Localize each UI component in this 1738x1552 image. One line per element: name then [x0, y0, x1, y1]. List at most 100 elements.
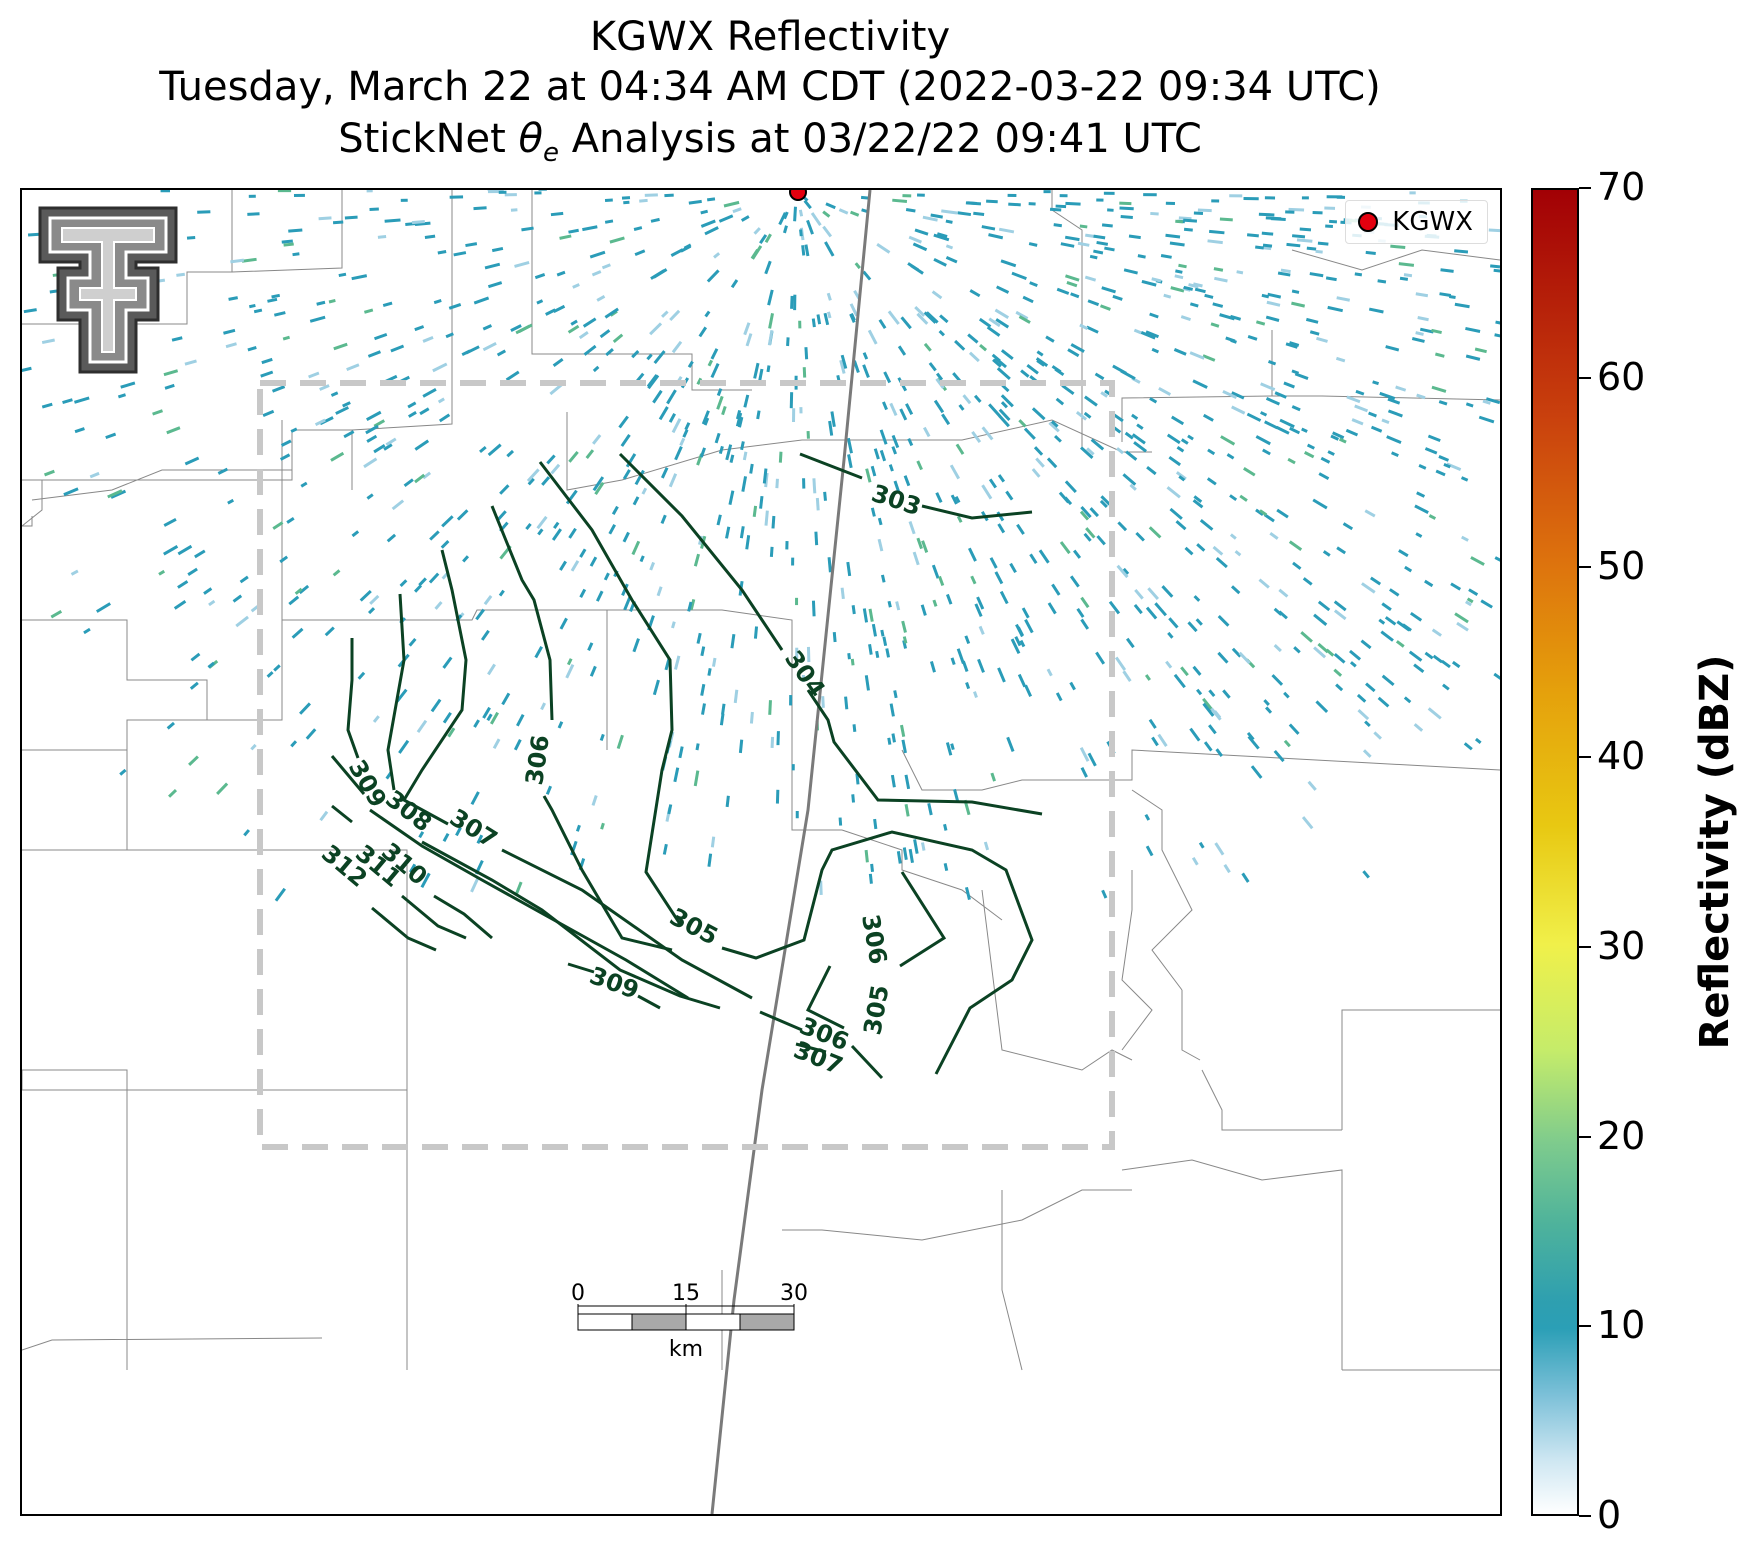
echo-pixel	[1053, 223, 1063, 228]
echo-pixel	[455, 826, 462, 837]
echo-pixel	[470, 876, 480, 893]
echo-pixel	[932, 599, 938, 607]
echo-pixel	[790, 295, 794, 309]
echo-pixel	[1349, 649, 1362, 661]
echo-pixel	[718, 214, 734, 223]
echo-pixel	[1160, 253, 1172, 259]
echo-pixel	[1145, 606, 1158, 620]
echo-pixel	[318, 216, 332, 221]
echo-pixel	[208, 599, 216, 607]
echo-pixel	[824, 241, 835, 257]
echo-pixel	[487, 443, 502, 457]
map-canvas: 303 304 305 306 307 308 309 310 311 312 …	[22, 190, 1500, 1514]
echo-pixel	[1379, 391, 1396, 400]
echo-pixel	[1203, 741, 1213, 752]
echo-pixel	[1332, 431, 1345, 440]
echo-pixel	[847, 454, 853, 469]
echo-pixel	[1141, 279, 1157, 287]
echo-pixel	[1208, 724, 1217, 735]
echo-pixel	[633, 226, 643, 231]
echo-pixel	[1338, 437, 1347, 444]
echo-pixel	[1276, 508, 1289, 519]
echo-pixel	[1151, 736, 1159, 747]
radar-site-marker-visible[interactable]	[789, 190, 807, 201]
echo-pixel	[1055, 397, 1065, 406]
echo-pixel	[599, 733, 605, 741]
echo-pixel	[635, 372, 645, 383]
echo-pixel	[1087, 752, 1097, 767]
echo-pixel	[294, 587, 303, 595]
colorbar-tick-label: 20	[1597, 1113, 1646, 1158]
echo-pixel	[74, 396, 90, 404]
echo-pixel	[1239, 494, 1248, 502]
echo-pixel	[1389, 588, 1400, 597]
echo-pixel	[1266, 300, 1281, 307]
echo-pixel	[570, 319, 578, 326]
echo-pixel	[1213, 267, 1224, 272]
echo-pixel	[163, 369, 179, 377]
echo-pixel	[1364, 509, 1376, 518]
echo-pixel	[900, 316, 912, 330]
echo-pixel	[1029, 281, 1038, 288]
echo-pixel	[1049, 207, 1062, 212]
echo-pixel	[1187, 621, 1198, 633]
echo-pixel	[351, 274, 368, 281]
echo-pixel	[1223, 863, 1231, 874]
echo-pixel	[667, 804, 673, 815]
echo-pixel	[1283, 381, 1295, 389]
echo-pixel	[89, 471, 100, 479]
echo-pixel	[1349, 661, 1357, 668]
echo-pixel	[470, 791, 480, 806]
echo-pixel	[1291, 369, 1300, 375]
echo-pixel	[1020, 369, 1030, 378]
echo-pixel	[1183, 218, 1198, 223]
echo-pixel	[1024, 684, 1033, 697]
echo-pixel	[905, 403, 914, 416]
echo-pixel	[1247, 335, 1258, 341]
echo-pixel	[854, 262, 861, 270]
echo-pixel	[1031, 407, 1046, 421]
echo-pixel	[177, 580, 189, 589]
echo-pixel	[290, 740, 298, 748]
echo-pixel	[974, 603, 983, 618]
echo-pixel	[1283, 691, 1290, 699]
echo-pixel	[973, 211, 985, 217]
echo-pixel	[1219, 313, 1235, 321]
echo-pixel	[408, 637, 417, 647]
echo-pixel	[749, 463, 754, 474]
echo-pixel	[661, 310, 669, 318]
echo-pixel	[534, 191, 542, 195]
map-panel[interactable]: 303 304 305 306 307 308 309 310 311 312 …	[20, 188, 1502, 1516]
echo-pixel	[1168, 455, 1181, 467]
echo-pixel	[1122, 567, 1130, 575]
echo-pixel	[559, 617, 568, 630]
echo-pixel	[939, 314, 949, 324]
echo-pixel	[887, 737, 892, 745]
echo-pixel	[579, 548, 587, 558]
echo-pixel	[767, 330, 774, 346]
scale-label-30: 30	[780, 1281, 808, 1306]
echo-pixel	[462, 555, 470, 563]
echo-pixel	[1180, 315, 1192, 322]
echo-pixel	[1046, 668, 1053, 677]
echo-pixel	[1258, 212, 1275, 217]
echo-pixel	[1055, 204, 1067, 209]
echo-pixel	[1202, 702, 1215, 717]
echo-pixel	[753, 362, 760, 379]
echo-pixel	[997, 474, 1006, 483]
echo-pixel	[442, 832, 450, 842]
echo-pixel	[546, 454, 556, 465]
echo-pixel	[634, 249, 646, 257]
echo-pixel	[473, 296, 490, 305]
echo-pixel	[437, 397, 445, 404]
echo-pixel	[1288, 540, 1303, 551]
contour-label-306-small: 306	[856, 912, 892, 966]
echo-pixel	[1219, 217, 1233, 222]
echo-pixel	[1478, 415, 1495, 424]
echo-pixel	[1079, 224, 1088, 229]
contour-309	[346, 638, 360, 759]
echo-pixel	[778, 451, 783, 463]
echo-pixel	[973, 394, 982, 403]
echo-pixel	[152, 409, 163, 416]
echo-pixel	[579, 588, 587, 598]
